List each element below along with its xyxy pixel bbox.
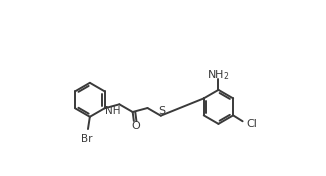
Text: NH: NH (105, 106, 120, 117)
Text: S: S (158, 106, 166, 117)
Text: NH$_2$: NH$_2$ (207, 68, 230, 82)
Text: Cl: Cl (246, 119, 257, 129)
Text: Br: Br (81, 134, 93, 144)
Text: O: O (132, 121, 141, 131)
